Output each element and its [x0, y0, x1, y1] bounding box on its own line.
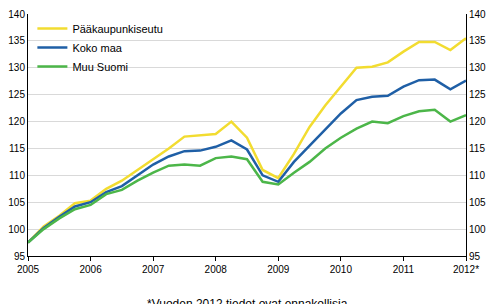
svg-text:2011: 2011: [393, 264, 415, 275]
svg-text:140: 140: [469, 9, 486, 20]
svg-text:120: 120: [469, 116, 486, 127]
svg-text:2007: 2007: [142, 264, 165, 275]
svg-text:115: 115: [9, 143, 25, 154]
svg-text:100: 100: [469, 224, 486, 235]
svg-text:120: 120: [8, 116, 25, 127]
svg-text:140: 140: [8, 9, 25, 20]
svg-text:2006: 2006: [79, 264, 102, 275]
svg-text:2005: 2005: [17, 264, 40, 275]
svg-text:135: 135: [469, 35, 486, 46]
svg-text:Muu Suomi: Muu Suomi: [72, 61, 128, 73]
svg-text:105: 105: [8, 197, 25, 208]
svg-text:2012*: 2012*: [453, 264, 479, 275]
svg-text:125: 125: [8, 89, 25, 100]
svg-text:110: 110: [469, 170, 485, 181]
svg-text:115: 115: [469, 143, 485, 154]
svg-text:110: 110: [9, 170, 25, 181]
svg-text:*Vuoden 2012 tiedot ovat ennak: *Vuoden 2012 tiedot ovat ennakollisia: [147, 297, 348, 304]
svg-text:130: 130: [469, 62, 486, 73]
svg-text:100: 100: [8, 224, 25, 235]
svg-text:95: 95: [469, 251, 481, 262]
svg-text:Pääkaupunkiseutu: Pääkaupunkiseutu: [72, 23, 163, 35]
svg-text:130: 130: [8, 62, 25, 73]
svg-text:2008: 2008: [205, 264, 228, 275]
svg-text:95: 95: [14, 251, 26, 262]
svg-text:105: 105: [469, 197, 486, 208]
svg-text:125: 125: [469, 89, 486, 100]
svg-text:2010: 2010: [330, 264, 353, 275]
svg-text:Koko maa: Koko maa: [72, 42, 122, 54]
svg-text:135: 135: [8, 35, 25, 46]
svg-text:2009: 2009: [267, 264, 290, 275]
